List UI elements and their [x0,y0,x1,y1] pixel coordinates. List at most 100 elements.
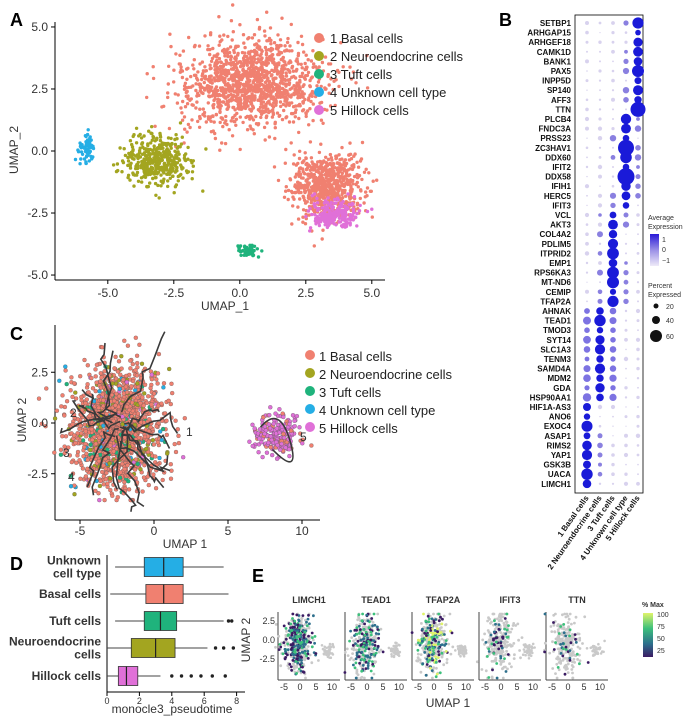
dotplot-dot [622,67,630,75]
umap-a-point [193,43,197,48]
umap-a-point [252,87,257,91]
umap-a-point [173,92,177,96]
umap-a-point [274,88,279,92]
dotplot-dot [598,69,602,73]
dotplot-dot [624,328,628,332]
umap-a-point [275,43,279,48]
umap-c-point [250,422,255,427]
umap-a-point [166,91,170,95]
dotplot-dot [585,241,589,246]
dotplot-dot [610,385,616,391]
dotplot-dot [584,327,590,334]
a-xtick-label: 2.5 [297,286,314,300]
gene-label: ZC3HAV1 [535,144,571,153]
umap-a-point [258,105,263,110]
umap-c-point [309,443,314,448]
umap-a-point [317,150,322,155]
umap-c-point [87,413,92,419]
umap-a-point [202,80,206,85]
umap-a-point [182,141,186,145]
umap-a-point [234,72,239,77]
gene-label: RIMS2 [547,441,572,450]
umap-c-point [281,431,286,437]
umap-a-point [229,54,233,58]
expr-legend-title-2: Expression [648,224,683,231]
umap-a-point [126,175,130,180]
umap-a-point [178,53,182,57]
umap-c-point [161,385,166,390]
dotplot-dot [637,473,639,476]
umap-a-point [222,93,226,97]
umap-a-point [256,80,260,84]
umap-c-point [264,450,270,455]
umap-a-point [342,184,346,189]
gene-label: UACA [548,470,571,479]
umap-c-point [83,474,89,479]
umap-c-point [132,467,138,472]
pct-legend-title-2: Expressed [648,292,681,299]
umap-a-point [270,68,274,73]
umap-a-point [234,44,238,48]
umap-a-point [85,154,89,158]
umap-a-point [178,121,183,125]
umap-a-point [232,119,236,124]
umap-c-point [255,431,261,436]
umap-a-point [146,184,150,189]
dotplot-dot [608,219,618,230]
umap-a-point [342,222,346,227]
umap-a-point [210,81,214,85]
umap-a-point [214,85,219,89]
umap-c-point [182,416,187,421]
umap-a-point [365,53,369,58]
dotplot-dot [584,385,590,391]
dotplot-dot [584,184,590,189]
umap-c-point [270,452,275,458]
umap-c-point [85,363,90,368]
umap-a-point [259,87,263,92]
umap-a-point [351,202,355,206]
umap-a-point [208,88,212,93]
umap-a-point [147,129,151,133]
umap-a-point [249,88,253,92]
dotplot-dot [611,89,615,92]
umap-a-point [172,80,176,84]
umap-a-point [234,69,238,74]
dotplot-dot [636,444,640,447]
umap-a-point [315,201,320,205]
umap-a-point [352,174,357,179]
umap-a-point [177,62,181,66]
dotplot-dot [584,116,590,122]
panel-label-c: C [10,324,23,344]
umap-a-point [231,66,235,71]
umap-a-point [173,149,177,153]
dotplot-dot [597,442,603,449]
umap-c-point [111,449,116,454]
umap-a-point [180,118,185,122]
box-iqr [145,584,184,604]
dotplot-dot [586,70,588,72]
umap-c-point [142,434,148,440]
umap-a-point [201,107,205,111]
dotplot-dot [597,251,603,256]
umap-a-point [320,162,324,166]
umap-a-point [322,219,327,224]
umap-a-point [184,94,188,99]
umap-a-point [286,92,290,97]
umap-a-point [306,209,311,213]
umap-c-point [96,394,101,399]
umap-a-point [232,63,236,68]
box-outlier [189,674,193,678]
umap-a-point [259,112,264,117]
umap-a-point [309,172,313,176]
umap-a-point [224,114,228,119]
umap-a-point [216,105,220,109]
dotplot-dot [625,367,627,370]
umap-a-point [204,120,208,124]
umap-a-point [318,186,323,190]
umap-a-point [251,118,256,122]
dotplot-dot [622,87,630,94]
umap-a-point [333,103,337,108]
umap-c-point [155,381,160,386]
umap-a-point [304,114,308,119]
box-outlier [223,674,227,678]
